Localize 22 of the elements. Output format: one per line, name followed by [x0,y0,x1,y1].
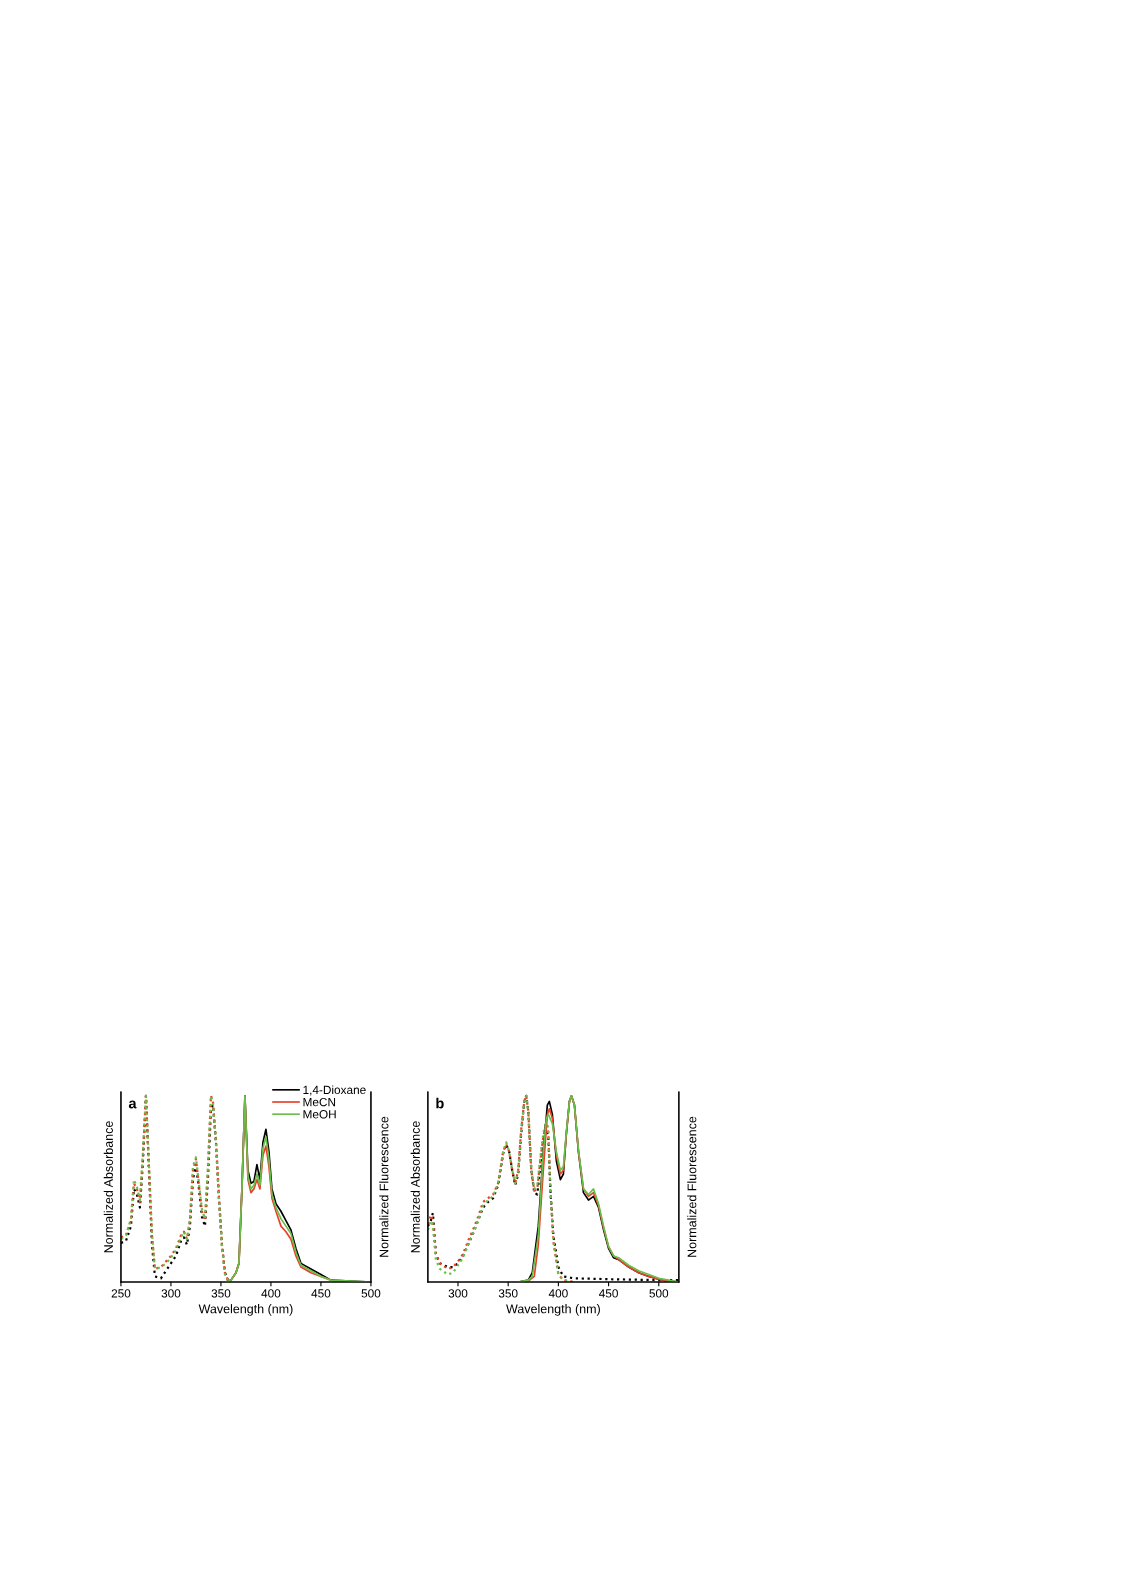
chart-title: b [436,1097,444,1109]
x-tick-label: 400 [261,1289,281,1298]
legend-label: MeOH [303,1110,336,1119]
legend-label: MeCN [303,1097,336,1107]
x-tick-label: 500 [649,1289,669,1298]
y2-axis-title: Normalized Fluorescence [687,1116,697,1257]
x-axis-title: Wavelength (nm) [506,1304,600,1316]
x-tick-label: 400 [548,1289,568,1298]
y-axis-title: Normalized Absorbance [410,1121,420,1253]
legend-label: 1,4-Dioxane [303,1085,366,1096]
x-axis-title: Wavelength (nm) [198,1304,293,1316]
y2-axis-title: Normalized Fluorescence [379,1116,389,1257]
x-tick-label: 450 [599,1289,618,1298]
x-tick-label: 350 [211,1289,231,1298]
x-tick-label: 500 [361,1289,381,1298]
x-tick-label: 450 [311,1289,331,1298]
x-tick-label: 300 [161,1289,181,1298]
chart-title: a [128,1100,137,1109]
x-tick-label: 350 [498,1289,518,1298]
x-tick-label: 300 [448,1289,468,1298]
y-axis-title: Normalized Absorbance [103,1121,113,1253]
x-tick-label: 250 [111,1289,131,1298]
